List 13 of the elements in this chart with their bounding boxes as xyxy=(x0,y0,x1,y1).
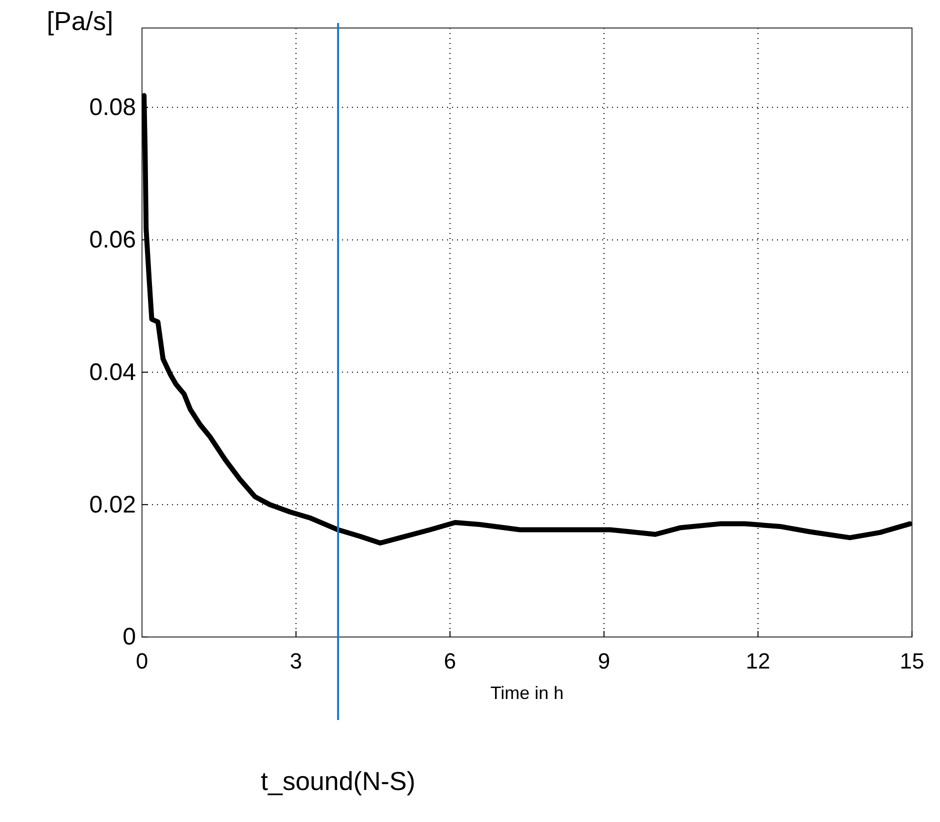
x-tick-label: 12 xyxy=(746,648,770,674)
x-tick-label: 3 xyxy=(290,648,302,674)
ref-line-label: t_sound(N-S) xyxy=(260,766,416,796)
x-axis-title: Time in h xyxy=(490,683,564,703)
y-tick-label: 0.02 xyxy=(89,491,136,518)
y-tick-label: 0.04 xyxy=(89,358,136,386)
x-tick-label: 15 xyxy=(900,648,924,674)
y-axis-title: [Pa/s] xyxy=(46,6,114,36)
y-tick-label: 0.06 xyxy=(89,226,136,254)
y-tick-label: 0.08 xyxy=(89,94,136,122)
x-tick-label: 6 xyxy=(444,648,456,674)
x-tick-label: 9 xyxy=(598,648,610,674)
y-tick-label: 0 xyxy=(122,624,136,651)
